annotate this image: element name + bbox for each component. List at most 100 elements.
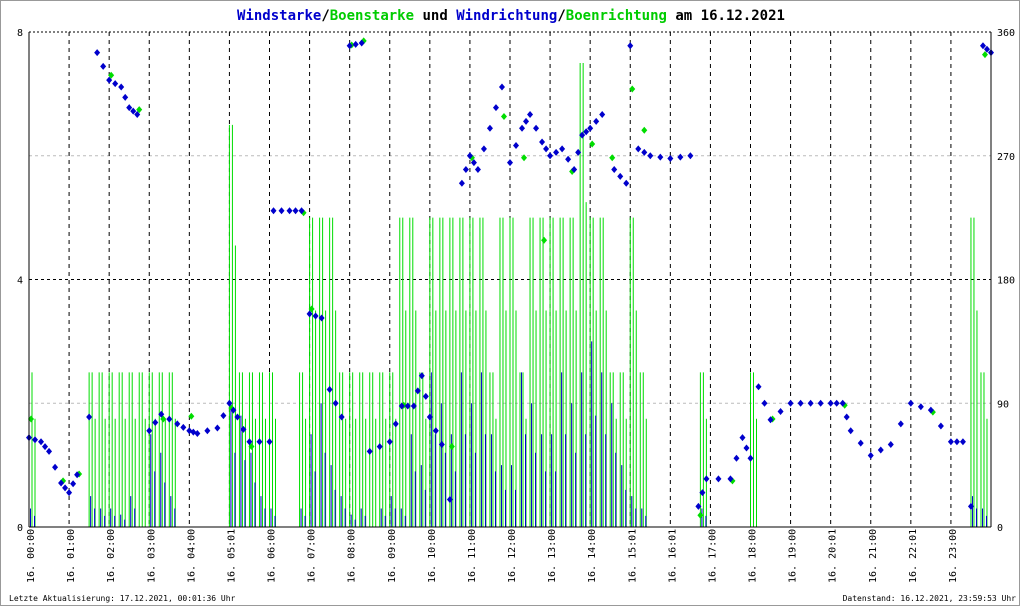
wind-direction-point — [152, 419, 159, 426]
wind-direction-point — [480, 145, 487, 153]
wind-speed-bar — [480, 372, 486, 527]
wind-speed-bar — [500, 465, 506, 527]
chart-title: Windstarke/Boenstarke und Windrichtung/B… — [237, 8, 785, 24]
x-tick-label: 16. 08:00 — [347, 529, 358, 583]
wind-speed-bar — [320, 403, 326, 527]
wind-direction-point — [292, 207, 299, 215]
wind-direction-point — [507, 159, 513, 167]
wind-direction-point — [166, 415, 173, 423]
wind-direction-point — [58, 479, 65, 487]
wind-speed-bar — [160, 452, 166, 527]
wind-direction-point — [575, 148, 582, 156]
x-tick-label: 16. 19:00 — [788, 529, 799, 583]
gust-speed-bar — [389, 372, 397, 527]
wind-direction-point — [983, 45, 990, 53]
wind-direction-point — [298, 207, 305, 215]
gust-speed-bar — [269, 372, 276, 527]
wind-direction-point — [318, 314, 325, 322]
gust-speed-bar — [28, 372, 36, 527]
wind-direction-point — [687, 152, 694, 160]
wind-direction-point — [66, 489, 73, 497]
x-tick-label: 16. 14:00 — [587, 529, 598, 583]
wind-direction-point — [817, 399, 824, 407]
wind-direction-point — [470, 159, 477, 167]
wind-speed-bar — [170, 496, 176, 527]
gust-speed-bar — [238, 372, 246, 527]
gust-speed-bar — [519, 372, 527, 527]
wind-speed-bar — [701, 508, 707, 527]
wind-direction-point — [414, 387, 421, 395]
wind-speed-bar — [360, 508, 366, 527]
wind-direction-point — [599, 111, 606, 118]
wind-speed-bar — [240, 415, 246, 527]
x-tick-label: 16. 02:00 — [106, 529, 117, 583]
wind-speed-bar — [621, 465, 627, 527]
wind-direction-point — [527, 111, 534, 118]
gust-speed-bar — [750, 372, 757, 527]
y-left-tick-label: 4 — [17, 276, 23, 287]
y-right-tick-label: 360 — [997, 28, 1015, 39]
last-update-text: Letzte Aktualisierung: 17.12.2021, 00:01… — [9, 594, 236, 603]
wind-speed-bar — [521, 372, 527, 527]
title-part: am 16.12.2021 — [667, 8, 785, 24]
title-part: Boenrichtung — [566, 8, 667, 24]
wind-speed-bar — [350, 514, 356, 527]
wind-speed-bar — [230, 403, 236, 527]
x-tick-label: 16. 05:01 — [226, 529, 237, 583]
x-tick-label: 16. 17:00 — [707, 529, 718, 583]
gust-speed-bar — [699, 372, 707, 527]
wind-speed-bar — [300, 508, 306, 527]
wind-direction-point — [571, 166, 578, 173]
wind-direction-point — [519, 124, 526, 132]
x-tick-label: 16. 22:01 — [908, 529, 919, 583]
x-tick-label: 16. 07:00 — [307, 529, 318, 583]
wind-direction-point — [827, 399, 834, 407]
title-part: Boenstarke — [330, 8, 414, 24]
wind-direction-point — [346, 42, 353, 50]
wind-direction-point — [733, 454, 740, 462]
gust-speed-bar — [108, 372, 116, 527]
wind-direction-point — [533, 124, 540, 132]
wind-direction-point — [226, 399, 233, 407]
wind-direction-point — [130, 107, 137, 115]
wind-speed-bar — [330, 465, 336, 527]
gust-speed-bar — [168, 372, 176, 527]
gust-direction-point — [500, 113, 507, 120]
wind-direction-point — [306, 310, 313, 318]
wind-direction-point — [94, 49, 101, 57]
wind-speed-bar — [250, 452, 256, 527]
wind-direction-point — [174, 420, 181, 428]
wind-direction-point — [126, 104, 133, 112]
title-part: / — [321, 8, 329, 24]
wind-speed-bar — [601, 372, 607, 527]
wind-direction-point — [755, 383, 762, 391]
wind-direction-point — [204, 427, 211, 435]
wind-direction-point — [366, 447, 373, 455]
wind-direction-point — [547, 152, 554, 160]
wind-direction-point — [667, 155, 674, 162]
gust-speed-bar — [158, 372, 166, 527]
wind-speed-bar — [390, 496, 396, 527]
gust-direction-point — [541, 236, 548, 244]
wind-direction-point — [146, 427, 153, 435]
gust-direction-point — [308, 305, 315, 313]
wind-direction-point — [587, 124, 594, 132]
wind-speed-bar — [430, 372, 436, 527]
wind-direction-point — [761, 399, 768, 407]
wind-speed-bar — [511, 465, 516, 527]
gust-speed-bar — [599, 217, 607, 527]
wind-direction-point — [46, 447, 53, 455]
wind-direction-point — [376, 443, 383, 451]
gust-speed-bar — [349, 372, 357, 527]
wind-direction-point — [410, 402, 417, 410]
wind-direction-point — [739, 434, 746, 442]
wind-direction-point — [523, 117, 530, 125]
wind-direction-point — [42, 443, 49, 451]
wind-speed-bar — [470, 403, 476, 527]
wind-direction-point — [404, 402, 411, 410]
wind-direction-point — [332, 399, 339, 407]
wind-speed-bar — [551, 434, 557, 527]
wind-direction-point — [657, 153, 664, 161]
wind-speed-bar — [420, 465, 426, 527]
